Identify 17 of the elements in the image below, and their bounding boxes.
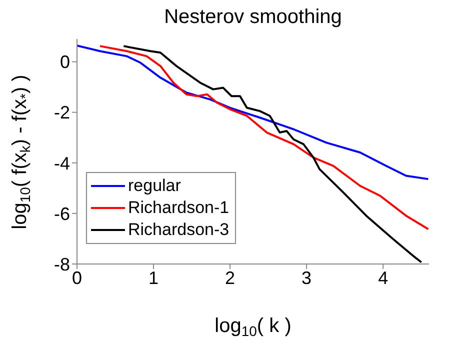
legend-label: Richardson-3 [128, 219, 230, 241]
x-axis-title: log$_{10}$( k ) [214, 315, 292, 340]
chart-title: Nesterov smoothing [163, 6, 343, 29]
legend-label: regular [128, 175, 181, 197]
x-tick-label: 0 [72, 268, 82, 288]
y-tick-label: -4 [54, 153, 70, 174]
line-series [77, 44, 429, 180]
y-tick-label: -8 [54, 254, 70, 274]
x-tick-label: 4 [378, 268, 388, 288]
y-tick-label: -6 [54, 204, 70, 224]
x-tick-label: 2 [225, 268, 236, 288]
legend-label: Richardson-1 [128, 197, 230, 219]
line-series [122, 45, 422, 264]
x-tick-label: 3 [302, 268, 312, 288]
y-tick-label: -2 [54, 102, 70, 123]
x-tick-label: 1 [148, 268, 159, 288]
y-tick-label: 0 [60, 52, 70, 72]
